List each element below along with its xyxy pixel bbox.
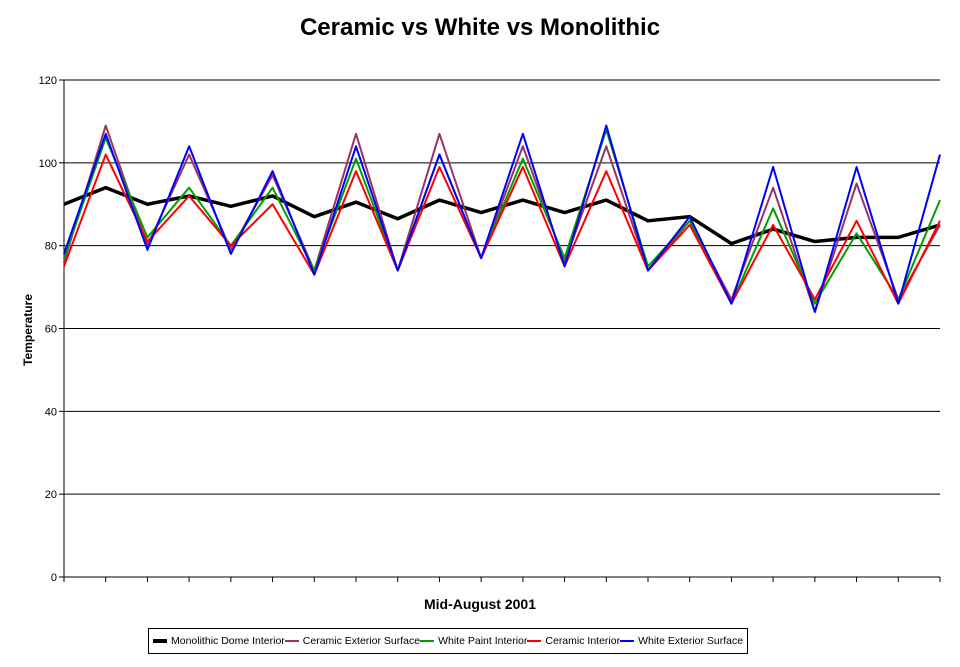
y-tick-label: 60 — [45, 324, 57, 336]
legend-swatch — [620, 640, 635, 642]
legend-item: White Exterior Surface — [620, 635, 743, 647]
y-tick-label: 20 — [45, 489, 57, 501]
legend-label: Monolithic Dome Interior — [171, 635, 285, 647]
series-line-4 — [63, 153, 941, 305]
x-axis-label: Mid-August 2001 — [423, 596, 536, 612]
y-tick-label: 120 — [39, 75, 57, 87]
y-tick-label: 0 — [51, 572, 57, 584]
series-line-5 — [63, 124, 941, 313]
legend-label: Ceramic Exterior Surface — [302, 635, 421, 647]
series-line-3 — [63, 128, 941, 305]
chart-title: Ceramic vs White vs Monolithic — [299, 14, 661, 41]
legend-label: White Exterior Surface — [638, 635, 744, 647]
legend-item: Monolithic Dome Interior — [153, 635, 285, 647]
legend-label: Ceramic Interior — [545, 635, 621, 647]
legend-item: Ceramic Interior — [527, 635, 620, 647]
legend-item: Ceramic Exterior Surface — [284, 635, 421, 647]
legend-swatch — [527, 640, 542, 642]
legend-swatch — [153, 639, 167, 643]
y-tick-label: 100 — [39, 158, 57, 170]
legend-swatch — [420, 640, 435, 642]
legend: Monolithic Dome Interior Ceramic Exterior… — [148, 628, 748, 654]
legend-swatch — [284, 640, 299, 642]
series-line-2 — [63, 124, 941, 313]
legend-item: White Paint Interior — [420, 635, 527, 647]
legend-label: White Paint Interior — [438, 635, 528, 647]
y-tick-label: 40 — [45, 406, 57, 418]
y-tick-label: 80 — [45, 241, 57, 253]
y-axis-label: Temperature — [21, 294, 35, 366]
